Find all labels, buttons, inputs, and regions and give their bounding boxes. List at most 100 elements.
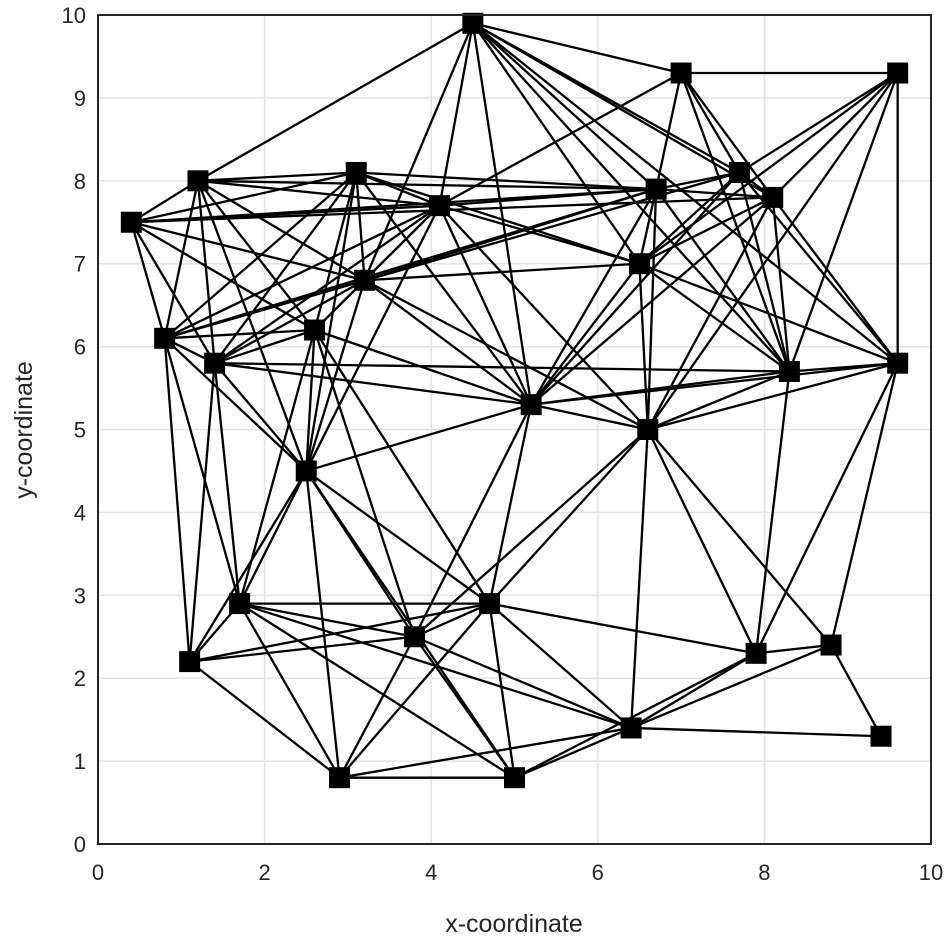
y-tick-label: 9 xyxy=(74,86,86,111)
edge-line xyxy=(163,180,200,339)
node-marker xyxy=(887,352,909,374)
edge-line xyxy=(163,337,308,472)
edge-line xyxy=(530,171,741,406)
edge-line xyxy=(771,196,899,364)
y-tick-label: 7 xyxy=(74,252,86,277)
edge-line xyxy=(163,338,191,662)
edge-line xyxy=(646,428,832,646)
x-tick-label: 10 xyxy=(919,860,943,885)
edge-lines xyxy=(130,22,899,779)
node-marker xyxy=(645,178,667,200)
edge-line xyxy=(472,22,774,199)
edge-line xyxy=(338,636,416,779)
x-tick-label: 8 xyxy=(758,860,770,885)
edge-line xyxy=(647,370,790,431)
edge-line xyxy=(438,204,649,431)
node-marker xyxy=(520,394,542,416)
edge-line xyxy=(438,23,474,206)
edge-line xyxy=(472,22,657,190)
edge-line xyxy=(164,204,441,340)
x-tick-labels: 0 2 4 6 8 10 xyxy=(92,860,943,885)
edge-line xyxy=(213,362,308,472)
node-marker xyxy=(504,767,525,789)
edge-line xyxy=(638,72,899,265)
node-marker xyxy=(295,460,317,482)
node-marker xyxy=(429,195,451,217)
edge-line xyxy=(131,187,657,224)
plot-frame xyxy=(97,14,932,845)
edge-line xyxy=(197,179,440,207)
edge-line xyxy=(196,180,308,472)
edge-line xyxy=(738,72,899,174)
edge-line xyxy=(489,602,757,655)
edge-line xyxy=(414,635,632,729)
edge-line xyxy=(530,403,649,431)
edge-line xyxy=(488,404,533,604)
edge-line xyxy=(197,179,657,191)
edge-line xyxy=(655,171,740,191)
edge-line xyxy=(639,262,899,365)
y-tick-label: 6 xyxy=(74,335,86,360)
edge-line xyxy=(305,470,341,778)
edge-line xyxy=(131,221,365,282)
edge-line xyxy=(130,221,216,364)
y-tick-label: 4 xyxy=(74,500,86,525)
edge-line xyxy=(830,644,883,737)
edge-line xyxy=(363,22,474,281)
node-marker xyxy=(728,162,750,184)
edge-line xyxy=(413,404,533,638)
edge-line xyxy=(355,171,640,265)
y-tick-label: 10 xyxy=(62,3,86,28)
node-marker xyxy=(404,626,426,648)
edge-line xyxy=(305,403,532,473)
edge-line xyxy=(213,363,241,604)
node-marker xyxy=(637,419,659,440)
edge-line xyxy=(196,180,216,364)
edge-line xyxy=(305,329,316,472)
edge-line xyxy=(188,363,216,662)
y-tick-label: 0 xyxy=(74,832,86,857)
edge-line xyxy=(189,602,490,663)
node-marker xyxy=(120,211,142,233)
edge-line xyxy=(188,470,308,663)
edge-line xyxy=(630,652,757,729)
edge-line xyxy=(530,196,774,406)
edge-line xyxy=(197,180,316,331)
edge-line xyxy=(629,429,649,729)
edge-line xyxy=(363,279,532,406)
x-tick-label: 2 xyxy=(258,860,270,885)
edge-line xyxy=(754,371,791,654)
edge-line xyxy=(755,362,899,654)
edge-line xyxy=(197,179,366,282)
node-marker xyxy=(628,253,650,275)
edge-line xyxy=(471,23,533,405)
edge-line xyxy=(214,362,532,406)
edge-line xyxy=(680,72,791,372)
node-marker xyxy=(745,642,767,664)
edge-line xyxy=(438,72,682,207)
edge-line xyxy=(471,22,641,265)
node-marker xyxy=(887,62,909,84)
edge-line xyxy=(238,602,516,779)
edge-line xyxy=(638,262,791,373)
edge-line xyxy=(163,337,241,604)
edge-line xyxy=(164,328,315,340)
y-tick-label: 2 xyxy=(74,666,86,691)
y-tick-label: 8 xyxy=(74,169,86,194)
edge-line xyxy=(647,362,898,431)
edge-line xyxy=(829,362,899,646)
edge-line xyxy=(755,643,832,655)
edge-line xyxy=(164,279,365,340)
edge-line xyxy=(338,602,491,779)
node-marker xyxy=(229,593,251,615)
node-marker xyxy=(820,634,842,656)
edge-line xyxy=(305,172,358,472)
node-marker xyxy=(778,360,800,382)
edge-line xyxy=(771,72,899,199)
edge-line xyxy=(638,263,649,430)
edge-line xyxy=(239,602,415,638)
edge-line xyxy=(680,72,741,174)
edge-line xyxy=(680,72,774,199)
edge-line xyxy=(439,187,657,207)
edge-line xyxy=(771,197,791,372)
